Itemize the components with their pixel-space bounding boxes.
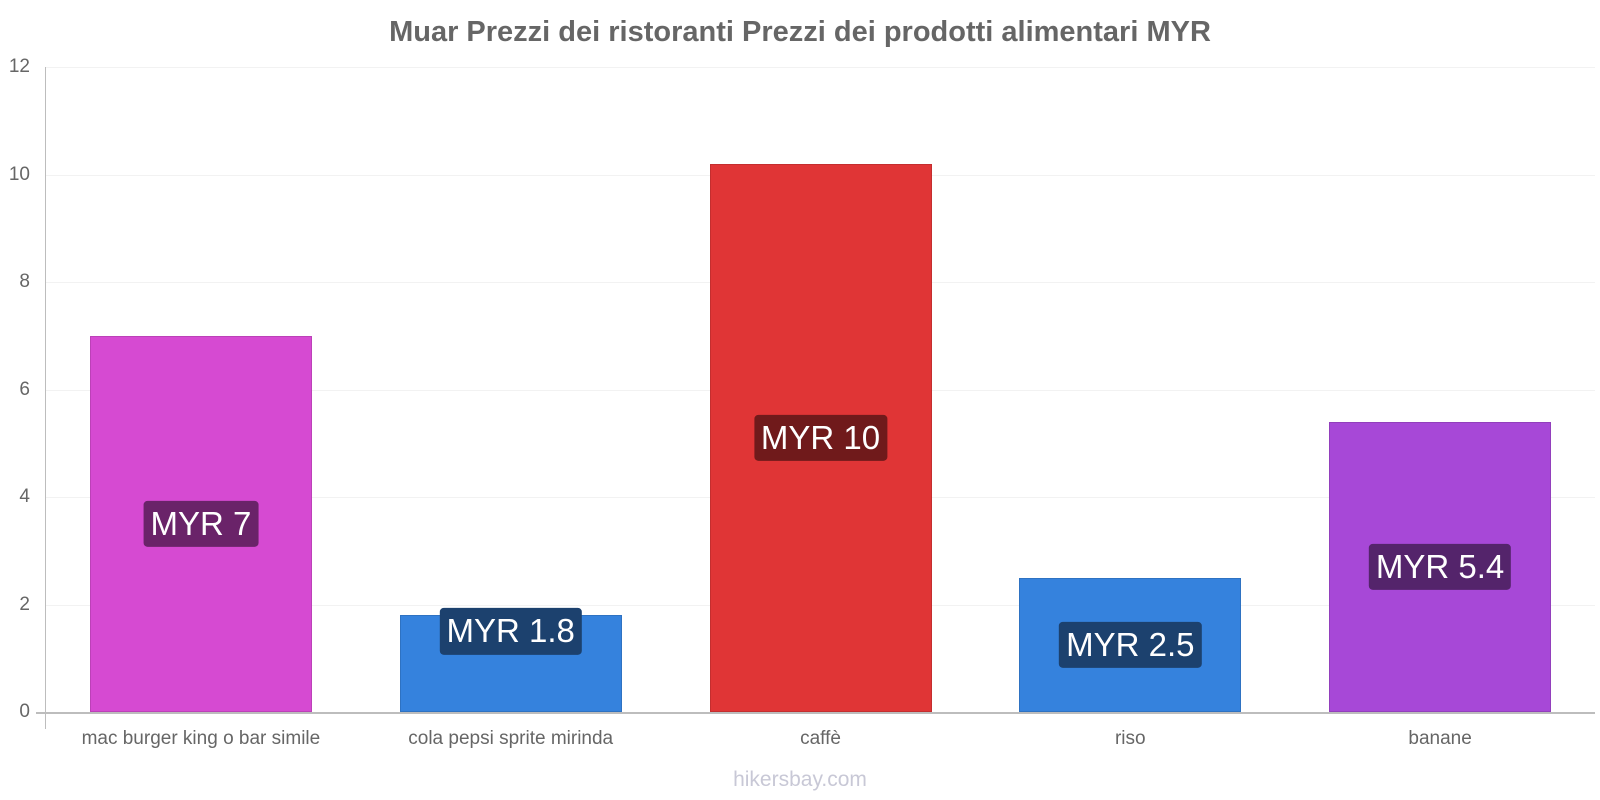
x-tick-label: riso — [1114, 728, 1146, 749]
y-tick-label: 0 — [19, 701, 30, 722]
watermark: hikersbay.com — [733, 768, 867, 791]
chart-title: Muar Prezzi dei ristoranti Prezzi dei pr… — [389, 16, 1211, 48]
x-tick-label: cola pepsi sprite mirinda — [408, 728, 614, 749]
y-tick-label: 8 — [19, 271, 30, 292]
y-tick-label: 2 — [19, 593, 30, 615]
data-label: MYR 10 — [753, 414, 888, 462]
y-tick-label: 10 — [8, 163, 30, 185]
data-label: MYR 7 — [143, 500, 259, 548]
x-axis-line — [36, 712, 1595, 714]
y-tick-label: 12 — [8, 56, 30, 77]
x-tick-label: mac burger king o bar simile — [81, 728, 321, 749]
x-tick-label: caffè — [800, 728, 841, 749]
gridline — [46, 67, 1595, 68]
data-label: MYR 1.8 — [439, 608, 582, 655]
data-label: MYR 5.4 — [1368, 543, 1512, 591]
x-tick-label: banane — [1408, 728, 1472, 749]
y-axis-line — [45, 67, 46, 729]
data-label: MYR 2.5 — [1059, 621, 1202, 668]
y-tick-label: 4 — [19, 486, 30, 507]
plot-area: MYR 7 MYR 1.8 MYR 10 MYR 2.5 MYR 5.4 — [46, 67, 1595, 712]
y-tick-label: 6 — [19, 378, 30, 400]
